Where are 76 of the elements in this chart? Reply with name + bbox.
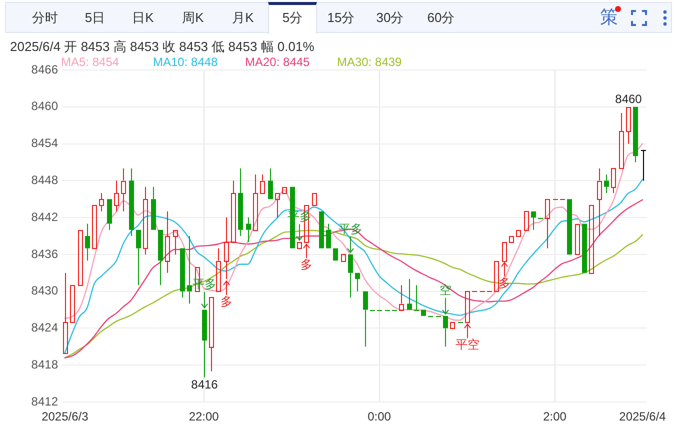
text: 60分 — [427, 10, 455, 25]
y-tick-label: 8424 — [31, 320, 58, 335]
candlestick — [209, 297, 214, 372]
candlestick — [231, 180, 236, 243]
text: 分时 — [32, 10, 58, 25]
y-tick-label: 8442 — [31, 210, 58, 224]
text: 月K — [232, 10, 254, 25]
text: MA5: 8454 — [61, 55, 120, 69]
text: 15分 — [327, 10, 355, 25]
candlestick — [85, 223, 90, 262]
text: 日K — [132, 10, 154, 25]
candlestick — [187, 236, 192, 304]
candlestick — [216, 248, 221, 292]
candlestick — [326, 223, 331, 248]
candlestick — [363, 291, 368, 348]
candlestick — [443, 316, 448, 348]
text: 策 — [600, 7, 618, 27]
candlestick — [414, 284, 420, 311]
candlestick — [114, 180, 119, 212]
y-tick-label: 8430 — [31, 284, 58, 298]
y-tick-label: 8448 — [31, 172, 58, 187]
candlestick — [260, 174, 265, 194]
candlestick — [202, 310, 207, 378]
x-tick-label: 22:00 — [188, 410, 220, 424]
x-tick-label: 2:00 — [543, 410, 567, 424]
text: 周K — [182, 10, 204, 25]
annotation: 多 — [300, 257, 312, 272]
text: MA30: 8439 — [337, 55, 403, 69]
candlestick — [633, 106, 638, 163]
candlestick — [355, 272, 360, 292]
text: 5日 — [84, 10, 106, 25]
candlestick — [238, 168, 243, 236]
candlestick — [151, 186, 156, 230]
y-tick-label: 8466 — [31, 62, 58, 76]
text: MA20: 8445 — [245, 55, 311, 69]
text: 30分 — [376, 10, 404, 25]
candlestick — [604, 174, 609, 194]
candlestick — [99, 192, 104, 212]
x-tick-label: 0:00 — [368, 410, 392, 424]
x-tick-label: 2025/6/4 — [619, 410, 666, 424]
candlestick — [136, 230, 141, 286]
candlestick — [407, 278, 412, 310]
annotation: 8416 — [191, 378, 218, 392]
candlestick — [399, 284, 404, 311]
candlestick — [129, 168, 134, 236]
candlestick — [143, 186, 148, 255]
candlestick — [121, 168, 126, 212]
candlestick — [173, 230, 178, 255]
candlestick — [253, 174, 258, 231]
candlestick — [275, 193, 280, 218]
candlestick — [246, 217, 251, 243]
y-tick-label: 8436 — [31, 246, 58, 261]
candlestick — [180, 248, 185, 298]
candlestick — [63, 272, 68, 354]
candlestick — [165, 210, 170, 274]
candlestick — [348, 254, 353, 298]
y-tick-label: 8454 — [31, 136, 58, 150]
candlestick — [107, 199, 112, 230]
annotation: 空 — [440, 283, 452, 298]
annotation: 多 — [220, 294, 232, 308]
x-tick-label: 2025/6/3 — [42, 410, 89, 424]
candlestick — [626, 107, 631, 144]
y-tick-label: 8412 — [31, 394, 58, 408]
candlestick — [619, 112, 624, 169]
candlestick — [158, 230, 163, 286]
annotation: 8460 — [615, 92, 642, 106]
candlestick — [268, 168, 273, 200]
text: MA10: 8448 — [153, 55, 219, 69]
y-tick-label: 8460 — [31, 99, 58, 114]
y-tick-label: 8418 — [31, 357, 58, 372]
annotation: 平空 — [456, 337, 480, 352]
chart-title: 2025/6/4 开 8453 高 8453 收 8453 低 8453 幅 0.01% — [10, 39, 314, 55]
candlestick — [597, 168, 602, 236]
candlestick — [531, 211, 536, 230]
candlestick — [640, 149, 646, 182]
candlestick — [545, 199, 550, 249]
